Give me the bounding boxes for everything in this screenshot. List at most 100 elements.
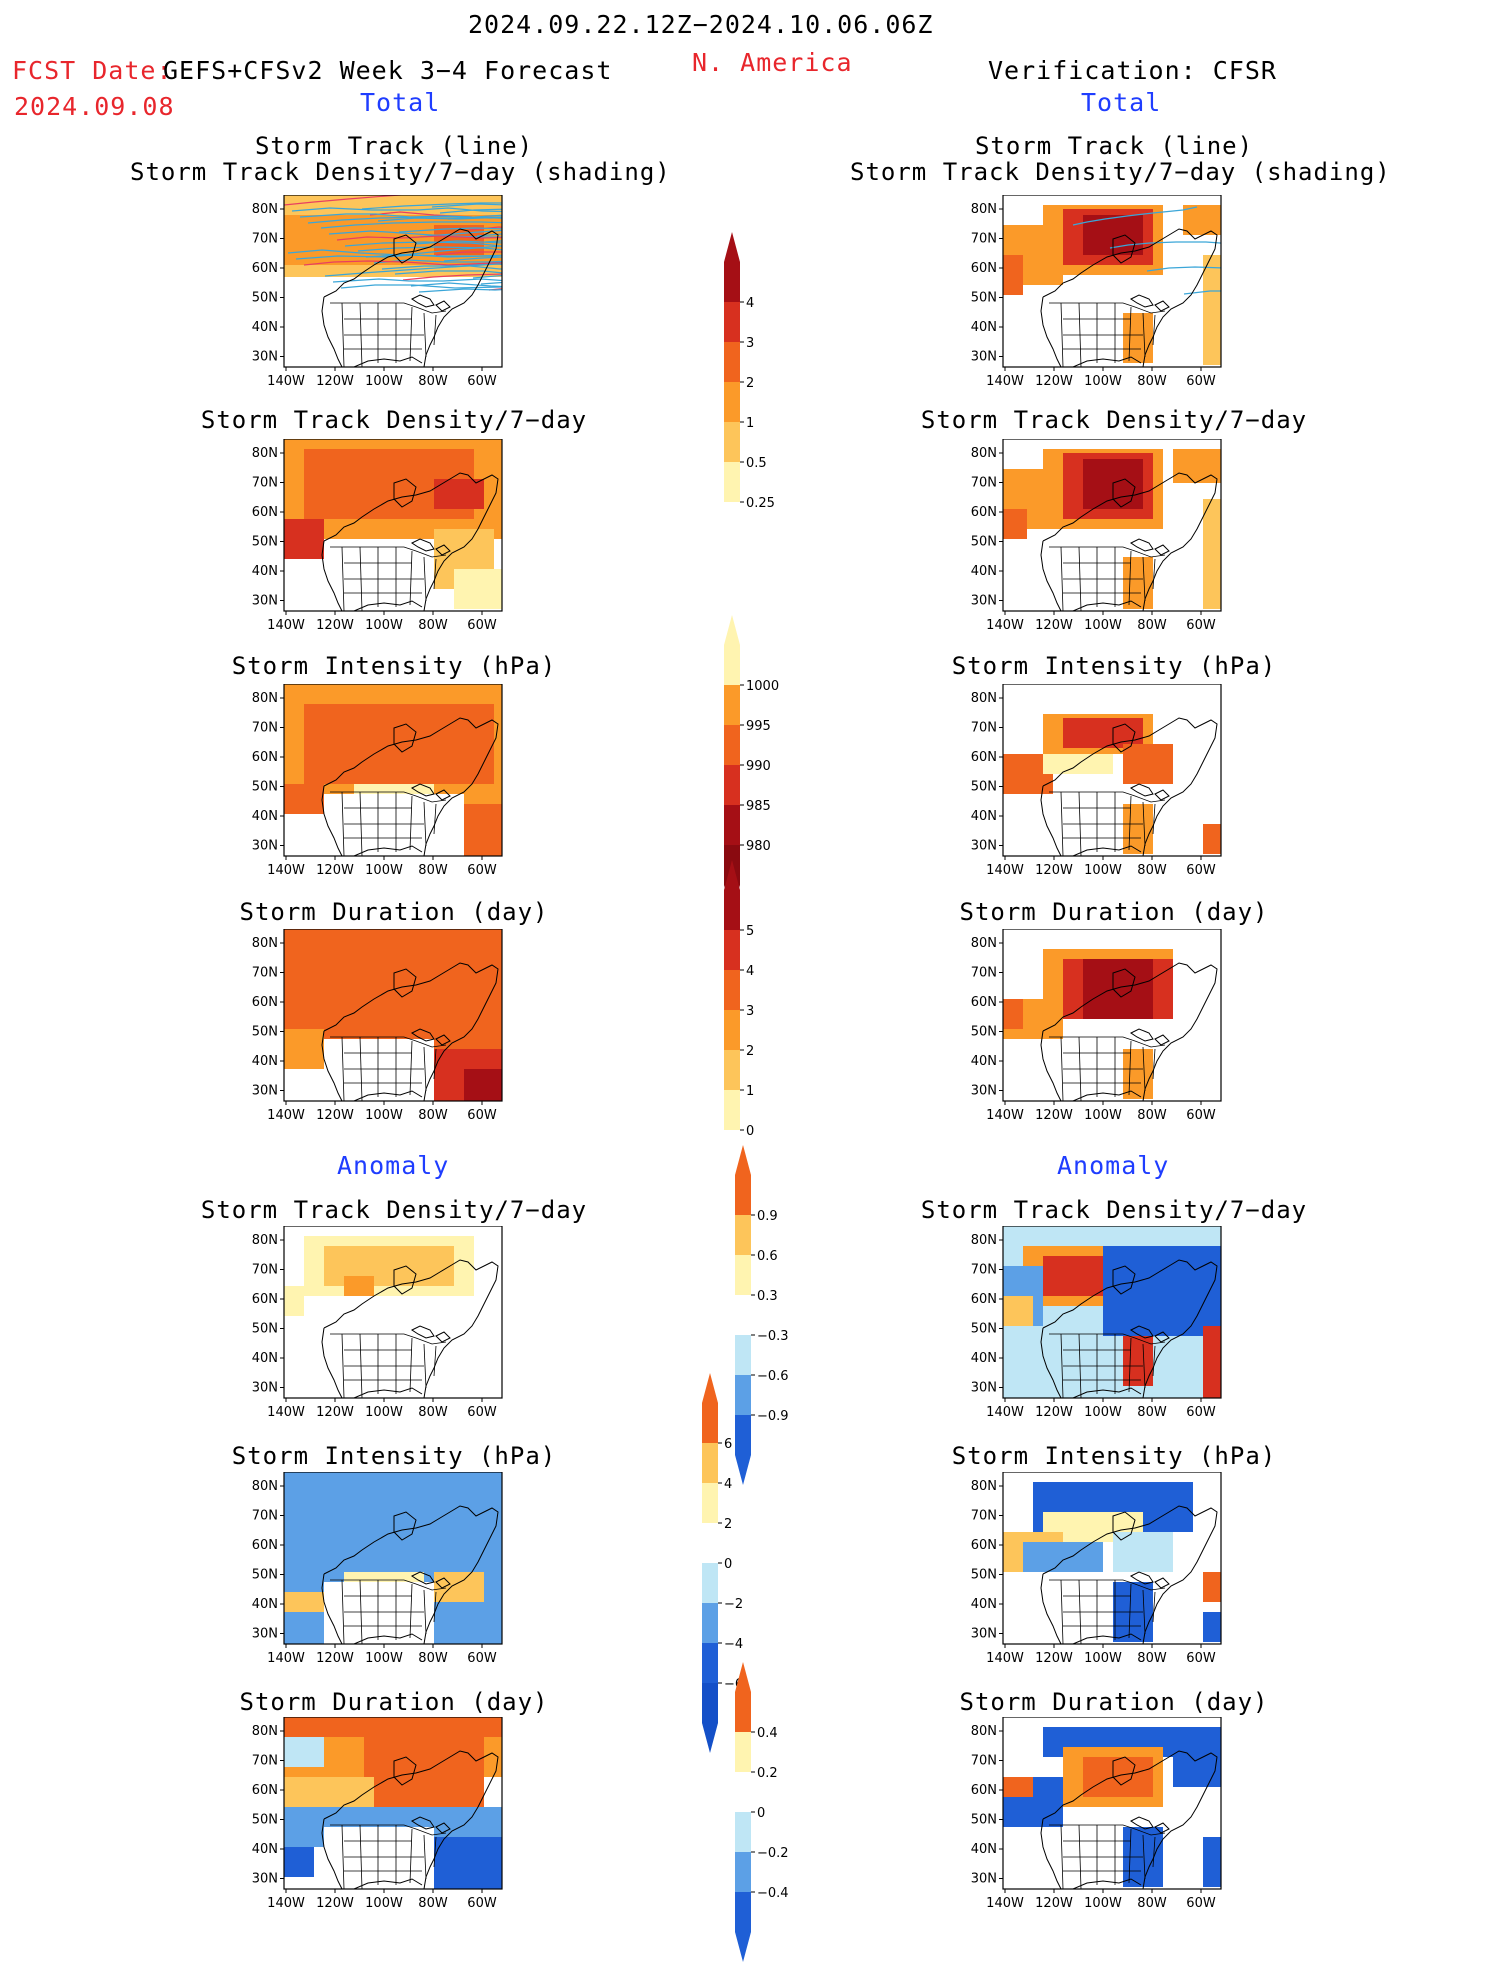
lon-tick-label: 80W (418, 863, 448, 878)
coastline (411, 1325, 451, 1343)
map-right-track: 80N 70N 60N 50N 40N 30N 140W 120W 100W 80W 60W (945, 194, 1235, 409)
lon-tick-label: 80W (418, 1405, 448, 1420)
political-boundary (433, 1591, 437, 1623)
model-label: GEFS+CFSv2 Week 3−4 Forecast (163, 56, 613, 85)
political-boundary (330, 546, 447, 558)
coastline (353, 1090, 423, 1101)
political-boundary (1060, 1579, 1064, 1644)
colorbar-segment (724, 462, 740, 502)
lat-tick-label: 50N (971, 535, 997, 550)
lon-tick-label: 100W (1084, 1405, 1122, 1420)
lon-tick-label: 80W (1137, 1651, 1167, 1666)
coastline (353, 1387, 423, 1398)
shading-cell (324, 1246, 454, 1286)
map-frame (283, 1716, 503, 1890)
shading-cell (284, 1592, 324, 1612)
political-boundary (1060, 546, 1064, 611)
lat-tick-label: 30N (971, 839, 997, 854)
coastline (1130, 1325, 1170, 1343)
colorbar-arrow (724, 542, 740, 572)
colorbar-segment (735, 1812, 751, 1852)
shading-cell (1043, 1256, 1113, 1296)
shading-cell (284, 1737, 324, 1767)
political-boundary (330, 1036, 447, 1048)
lat-tick-label: 40N (971, 809, 997, 824)
political-boundary (1060, 1036, 1064, 1101)
lon-tick-label: 100W (365, 1108, 403, 1123)
lon-tick-label: 100W (365, 618, 403, 633)
lon-tick-label: 80W (418, 374, 448, 389)
right-total-heading: Total (1081, 88, 1162, 117)
coastline (393, 1511, 417, 1541)
shading-cell (304, 704, 494, 784)
colorbar-tick-label: 0.6 (757, 1249, 778, 1264)
lat-tick-label: 80N (971, 446, 997, 461)
political-boundary (1049, 1579, 1166, 1591)
political-boundary (330, 1824, 447, 1836)
lat-tick-label: 50N (252, 780, 278, 795)
colorbar-arrow (735, 1932, 751, 1962)
coastline (1042, 717, 1218, 856)
title-right-intensity-anom: Storm Intensity (hPa) (951, 1442, 1277, 1470)
colorbar-tick-label: 4 (724, 1477, 732, 1492)
political-boundary (1049, 546, 1166, 558)
coastline (1072, 1387, 1142, 1398)
colorbar-arrow (735, 1662, 751, 1692)
lat-tick-label: 40N (252, 320, 278, 335)
lat-tick-label: 60N (252, 750, 278, 765)
lon-tick-label: 100W (1084, 1896, 1122, 1911)
political-boundary (433, 558, 437, 590)
colorbar-segment (724, 502, 740, 542)
coastline (321, 1818, 343, 1889)
political-boundary (1152, 1345, 1156, 1377)
political-boundary (330, 302, 447, 314)
colorbar-duration-anom: 0.4 0.2 0 −0.2 −0.4 (733, 1662, 813, 1976)
lat-tick-label: 80N (971, 202, 997, 217)
colorbar-arrow (735, 1455, 751, 1485)
lon-tick-label: 100W (365, 374, 403, 389)
shading-cell (1063, 718, 1143, 748)
coastline (1112, 1511, 1136, 1541)
storm-track-line (332, 278, 502, 283)
map-frame (1002, 1471, 1222, 1645)
lat-tick-label: 60N (971, 505, 997, 520)
lat-tick-label: 50N (971, 780, 997, 795)
colorbar-tick-label: 0.2 (757, 1766, 778, 1781)
political-boundary (1152, 1048, 1156, 1080)
lon-tick-label: 60W (1186, 1108, 1216, 1123)
shading-cell (1083, 1757, 1153, 1797)
lat-tick-label: 50N (252, 1322, 278, 1337)
lat-tick-label: 30N (252, 1627, 278, 1642)
storm-track-line (406, 229, 502, 239)
map-right-density: 80N 70N 60N 50N 40N 30N 140W 120W 100W 80W 60W (945, 438, 1235, 653)
coastline (1072, 1878, 1142, 1889)
colorbar-segment (702, 1443, 718, 1483)
colorbar-density-anom: 0.9 0.6 0.3 −0.3 −0.6 −0.9 (733, 1145, 813, 1499)
lat-tick-label: 80N (971, 1724, 997, 1739)
political-boundary (423, 1046, 427, 1092)
shading-cell (1123, 557, 1153, 609)
shading-cell (1003, 255, 1023, 295)
colorbar-tick-label: 0.9 (757, 1209, 778, 1224)
map-right-density-anom: 80N 70N 60N 50N 40N 30N 140W 120W 100W 80W 60W (945, 1225, 1235, 1440)
coastline (353, 845, 423, 856)
lat-tick-label: 80N (971, 1233, 997, 1248)
coastline (393, 1265, 417, 1295)
political-boundary (433, 314, 437, 346)
lon-tick-label: 140W (986, 863, 1024, 878)
coastline (411, 783, 451, 801)
political-boundary (1128, 1828, 1132, 1884)
colorbar-density-total: 4 3 2 1 0.5 0.25 (722, 232, 802, 586)
shading-cell (324, 1039, 434, 1101)
title-right-density: Storm Track Density/7−day (920, 406, 1308, 434)
political-boundary (330, 791, 447, 803)
storm-track-line (418, 288, 502, 293)
coastline (323, 1259, 499, 1398)
lat-tick-label: 40N (252, 1351, 278, 1366)
storm-track-line (324, 261, 502, 277)
lon-tick-label: 60W (467, 863, 497, 878)
coastline (411, 538, 451, 556)
lon-tick-label: 140W (986, 1108, 1024, 1123)
lon-tick-label: 60W (467, 618, 497, 633)
left-anomaly-heading: Anomaly (337, 1151, 450, 1180)
